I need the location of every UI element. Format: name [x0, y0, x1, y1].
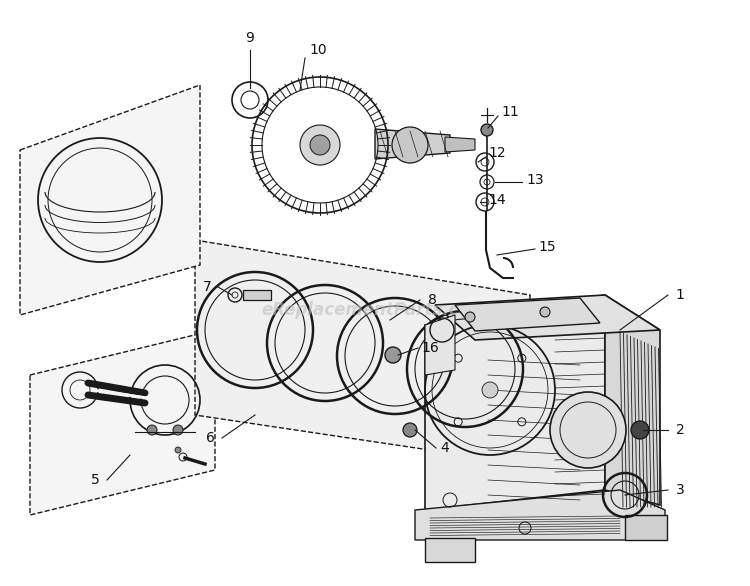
Circle shape: [403, 423, 417, 437]
Text: 5: 5: [91, 473, 99, 487]
Circle shape: [300, 125, 340, 165]
Polygon shape: [445, 137, 475, 152]
Circle shape: [385, 347, 401, 363]
Text: 16: 16: [422, 341, 439, 355]
Polygon shape: [415, 490, 665, 540]
Circle shape: [392, 127, 428, 163]
Text: 6: 6: [206, 431, 214, 445]
Polygon shape: [20, 85, 200, 315]
Circle shape: [147, 425, 157, 435]
Text: 14: 14: [488, 193, 506, 207]
Polygon shape: [435, 295, 660, 340]
Text: 4: 4: [441, 441, 449, 455]
Polygon shape: [455, 298, 600, 331]
Circle shape: [310, 135, 330, 155]
Bar: [243, 290, 271, 300]
Circle shape: [540, 307, 550, 317]
Polygon shape: [605, 295, 660, 505]
Polygon shape: [625, 515, 667, 540]
Text: 11: 11: [501, 105, 519, 119]
Text: 7: 7: [202, 280, 211, 294]
Text: 13: 13: [526, 173, 544, 187]
Circle shape: [482, 382, 498, 398]
Polygon shape: [375, 129, 450, 159]
Circle shape: [550, 392, 626, 468]
Polygon shape: [195, 240, 530, 465]
Polygon shape: [425, 315, 455, 375]
Circle shape: [631, 421, 649, 439]
Circle shape: [465, 312, 475, 322]
Text: 12: 12: [488, 146, 506, 160]
Circle shape: [481, 124, 493, 136]
Circle shape: [173, 425, 183, 435]
Polygon shape: [425, 538, 475, 562]
Polygon shape: [30, 330, 215, 515]
Text: 8: 8: [427, 293, 436, 307]
Text: 3: 3: [676, 483, 684, 497]
Text: 10: 10: [309, 43, 327, 57]
Text: eReplacementParts.com: eReplacementParts.com: [262, 301, 488, 319]
Circle shape: [175, 447, 181, 453]
Text: 1: 1: [676, 288, 685, 302]
Text: 15: 15: [538, 240, 556, 254]
Text: 2: 2: [676, 423, 684, 437]
Polygon shape: [425, 295, 605, 510]
Text: 9: 9: [245, 31, 254, 45]
